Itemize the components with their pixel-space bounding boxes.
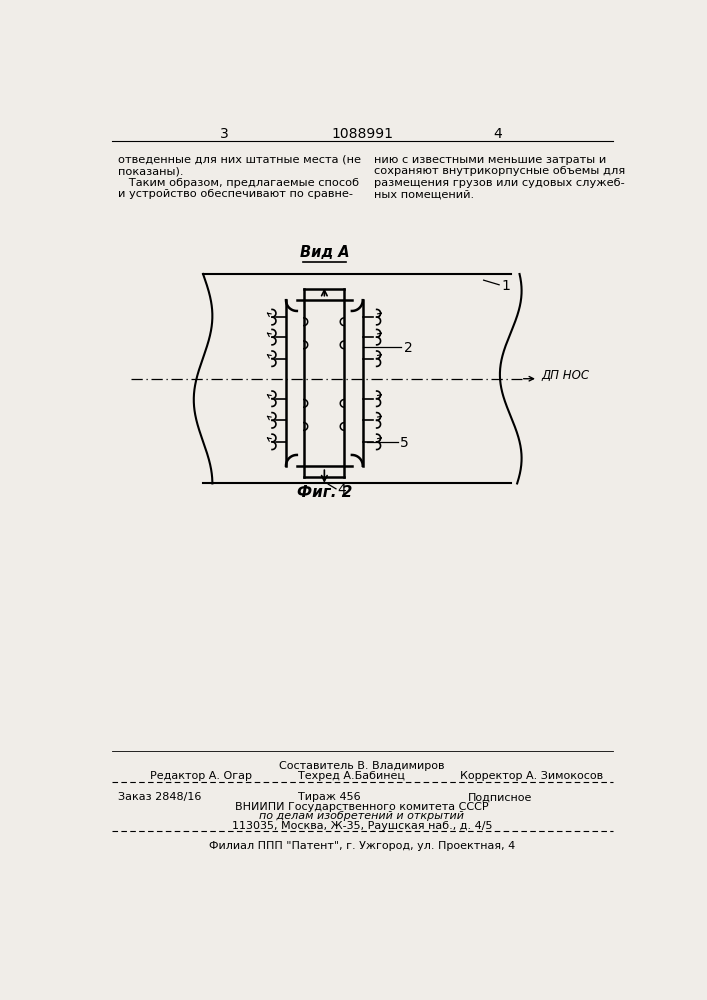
Text: Техред А.Бабинец: Техред А.Бабинец bbox=[298, 771, 404, 781]
Text: Редактор А. Огар: Редактор А. Огар bbox=[151, 771, 252, 781]
Text: 4: 4 bbox=[493, 127, 502, 141]
Text: 4: 4 bbox=[337, 483, 346, 497]
Text: Вид А: Вид А bbox=[300, 245, 349, 260]
Text: 3: 3 bbox=[221, 127, 229, 141]
Text: показаны).: показаны). bbox=[118, 166, 183, 176]
Text: отведенные для них штатные места (не: отведенные для них штатные места (не bbox=[118, 155, 361, 165]
Text: размещения грузов или судовых служеб-: размещения грузов или судовых служеб- bbox=[373, 178, 624, 188]
Text: ВНИИПИ Государственного комитета СССР: ВНИИПИ Государственного комитета СССР bbox=[235, 802, 489, 812]
Text: 1: 1 bbox=[501, 279, 510, 293]
Text: Филиал ППП "Патент", г. Ужгород, ул. Проектная, 4: Филиал ППП "Патент", г. Ужгород, ул. Про… bbox=[209, 841, 515, 851]
Text: 2: 2 bbox=[404, 341, 413, 355]
Text: Составитель В. Владимиров: Составитель В. Владимиров bbox=[279, 761, 445, 771]
Text: и устройство обеспечивают по сравне-: и устройство обеспечивают по сравне- bbox=[118, 189, 353, 199]
Text: Подписное: Подписное bbox=[468, 792, 532, 802]
Text: ДП НОС: ДП НОС bbox=[541, 369, 589, 382]
Text: по делам изобретений и открытий: по делам изобретений и открытий bbox=[259, 811, 464, 821]
Text: Заказ 2848/16: Заказ 2848/16 bbox=[118, 792, 201, 802]
Text: Корректор А. Зимокосов: Корректор А. Зимокосов bbox=[460, 771, 604, 781]
Text: Таким образом, предлагаемые способ: Таким образом, предлагаемые способ bbox=[118, 178, 359, 188]
Text: Фиг. 2: Фиг. 2 bbox=[297, 485, 352, 500]
Text: сохраняют внутрикорпусные объемы для: сохраняют внутрикорпусные объемы для bbox=[373, 166, 625, 176]
Text: 1088991: 1088991 bbox=[331, 127, 393, 141]
Text: Тираж 456: Тираж 456 bbox=[298, 792, 361, 802]
Text: 5: 5 bbox=[400, 436, 409, 450]
Text: ных помещений.: ных помещений. bbox=[373, 189, 474, 199]
Text: нию с известными меньшие затраты и: нию с известными меньшие затраты и bbox=[373, 155, 606, 165]
Text: 113035, Москва, Ж-35, Раушская наб., д. 4/5: 113035, Москва, Ж-35, Раушская наб., д. … bbox=[232, 821, 492, 831]
